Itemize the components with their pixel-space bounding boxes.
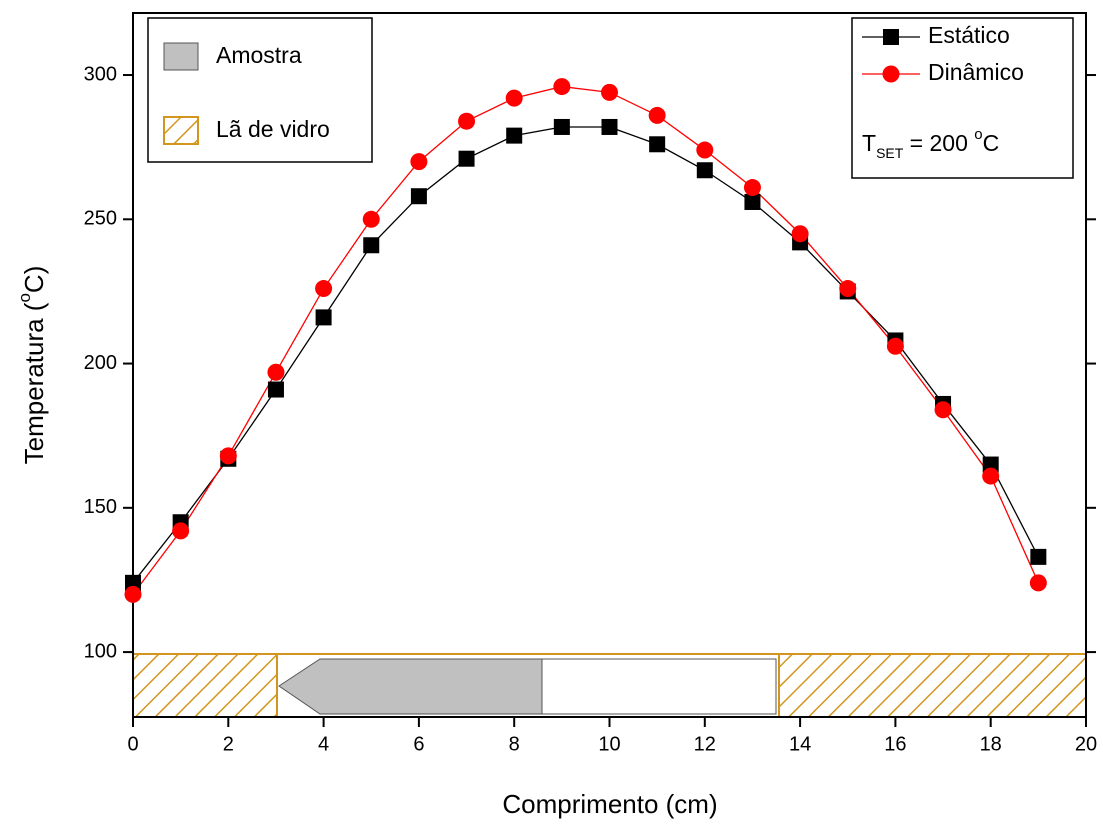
marker — [1030, 548, 1047, 565]
marker — [219, 447, 237, 465]
marker — [648, 106, 666, 124]
legend-marker — [882, 65, 900, 83]
x-tick-label: 8 — [509, 733, 520, 755]
marker — [886, 337, 904, 355]
y-tick-label: 100 — [84, 640, 117, 662]
marker — [125, 574, 141, 591]
y-tick-label: 150 — [84, 496, 117, 518]
marker — [362, 210, 380, 228]
legend-label: Amostra — [216, 42, 302, 68]
x-tick-label: 14 — [789, 733, 811, 755]
marker — [791, 225, 809, 243]
legend-marker — [883, 29, 899, 45]
x-tick-label: 4 — [318, 733, 329, 755]
x-tick-label: 16 — [884, 733, 906, 755]
marker — [506, 127, 523, 144]
marker — [363, 237, 380, 254]
marker — [458, 112, 476, 130]
marker — [267, 381, 284, 398]
x-tick-label: 6 — [413, 733, 424, 755]
marker — [744, 193, 761, 210]
legend-swatch — [163, 116, 199, 145]
legend-label: Estático — [928, 22, 1010, 48]
legend-label: Lã de vidro — [216, 116, 330, 142]
marker — [982, 467, 1000, 485]
series-line — [132, 126, 1039, 584]
marker — [601, 118, 618, 135]
x-tick-label: 2 — [223, 733, 234, 755]
y-axis-label: Temperatura (oC) — [15, 266, 48, 465]
x-tick-label: 0 — [127, 733, 138, 755]
marker — [743, 179, 761, 197]
legend-swatch — [163, 42, 199, 71]
marker — [410, 153, 428, 171]
marker — [172, 522, 190, 540]
y-tick-label: 200 — [84, 352, 117, 374]
marker — [601, 83, 618, 101]
marker — [458, 150, 475, 167]
marker — [267, 363, 285, 381]
marker — [1029, 574, 1047, 592]
x-tick-label: 10 — [598, 733, 620, 755]
legend-label: Dinâmico — [928, 59, 1024, 85]
marker — [315, 280, 333, 298]
marker — [553, 118, 570, 135]
y-tick-label: 250 — [84, 208, 117, 230]
marker — [839, 280, 857, 298]
annotation: TSET = 200 oC — [862, 126, 999, 161]
marker — [934, 401, 952, 419]
x-tick-label: 12 — [694, 733, 716, 755]
marker — [124, 585, 142, 603]
sample-diagram — [132, 653, 1087, 718]
y-tick-label: 300 — [84, 63, 117, 85]
marker — [410, 188, 427, 205]
marker — [649, 136, 666, 153]
marker — [315, 309, 332, 326]
marker — [505, 89, 523, 107]
marker — [696, 141, 714, 159]
x-tick-label: 20 — [1075, 733, 1097, 755]
marker — [553, 78, 571, 96]
marker — [696, 162, 713, 179]
x-axis-label: Comprimento (cm) — [502, 789, 717, 819]
marker — [982, 456, 999, 473]
x-tick-label: 18 — [980, 733, 1002, 755]
